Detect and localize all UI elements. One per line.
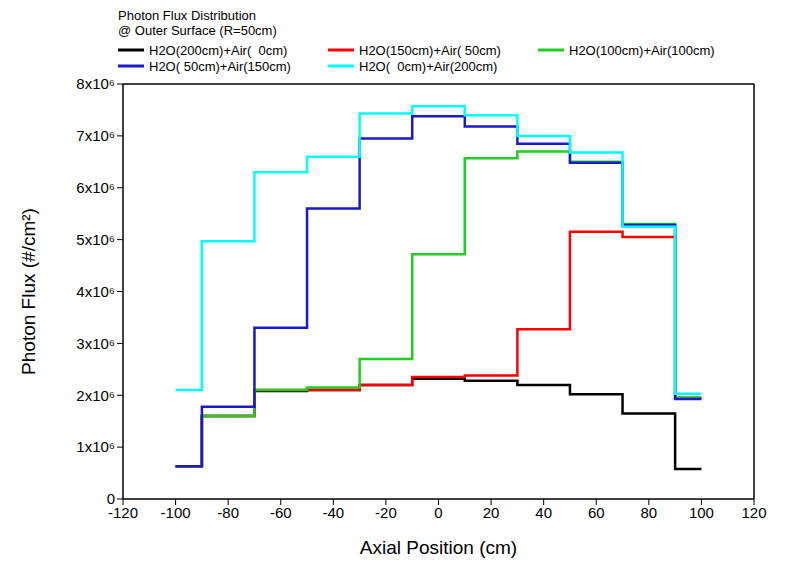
svg-text:-40: -40 (322, 504, 344, 521)
svg-text:3x10⁶: 3x10⁶ (76, 335, 115, 352)
svg-text:0: 0 (107, 490, 115, 507)
svg-text:40: 40 (535, 504, 552, 521)
svg-text:6x10⁶: 6x10⁶ (76, 179, 115, 196)
html-text:H2O( 50cm)+Air(150cm): H2O( 50cm)+Air(150cm) (149, 58, 291, 74)
svg-text:-20: -20 (375, 504, 397, 521)
svg-text:20: 20 (483, 504, 500, 521)
svg-text:5x10⁶: 5x10⁶ (76, 231, 115, 248)
svg-text:Axial Position (cm): Axial Position (cm) (360, 537, 517, 558)
svg-text:-100: -100 (161, 504, 191, 521)
svg-text:100: 100 (689, 504, 714, 521)
svg-text:-120: -120 (108, 503, 138, 521)
svg-text:8x10⁶: 8x10⁶ (76, 75, 115, 92)
svg-text:60: 60 (588, 504, 605, 521)
html-text:H2O(100cm)+Air(100cm): H2O(100cm)+Air(100cm) (569, 42, 715, 58)
svg-text:80: 80 (640, 504, 657, 521)
html-text:Photon Flux Distribution: Photon Flux Distribution (118, 8, 256, 23)
svg-text:7x10⁶: 7x10⁶ (76, 127, 115, 144)
html-text:H2O( 0cm)+Air(200cm): H2O( 0cm)+Air(200cm) (359, 58, 498, 74)
svg-text:4x10⁶: 4x10⁶ (76, 283, 115, 300)
svg-text:Photon Flux (#/cm²): Photon Flux (#/cm²) (18, 208, 39, 375)
svg-text:-80: -80 (217, 504, 239, 521)
html-text:@ Outer Surface (R=50cm): @ Outer Surface (R=50cm) (118, 23, 277, 38)
svg-text:0: 0 (434, 504, 442, 521)
svg-text:120: 120 (741, 504, 766, 521)
svg-text:-60: -60 (270, 504, 292, 521)
html-text:H2O(200cm)+Air( 0cm): H2O(200cm)+Air( 0cm) (149, 42, 288, 58)
svg-text:1x10⁶: 1x10⁶ (76, 438, 115, 455)
html-text:H2O(150cm)+Air( 50cm): H2O(150cm)+Air( 50cm) (359, 42, 501, 58)
svg-text:2x10⁶: 2x10⁶ (76, 387, 115, 404)
